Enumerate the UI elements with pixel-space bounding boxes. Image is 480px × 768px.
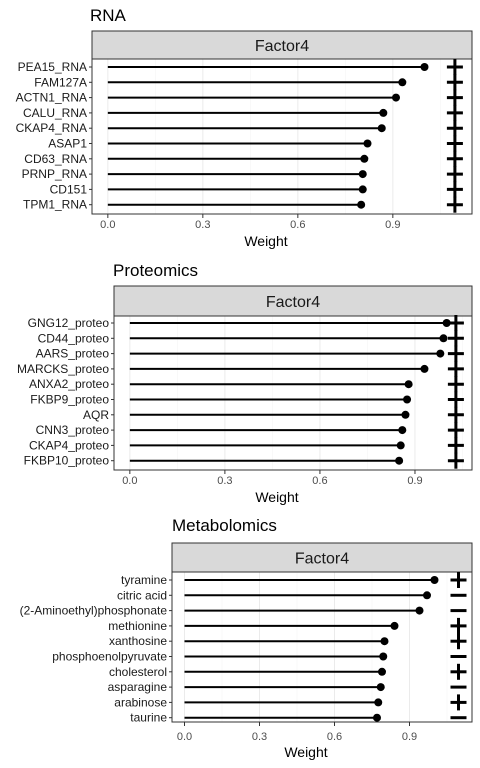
x-tick-label: 0.0 bbox=[122, 475, 137, 487]
y-tick-label: xanthosine bbox=[109, 634, 167, 648]
y-tick-label: ASAP1 bbox=[48, 137, 87, 151]
lollipop-point bbox=[420, 63, 429, 71]
lollipop-point bbox=[420, 364, 429, 373]
lollipop-point bbox=[378, 667, 386, 676]
lollipop-point bbox=[404, 380, 413, 389]
y-tick-label: AARS_proteo bbox=[36, 347, 110, 361]
lollipop-point bbox=[395, 456, 404, 465]
lollipop-point bbox=[436, 349, 445, 358]
plot-area bbox=[114, 316, 472, 470]
lollipop-point bbox=[373, 713, 381, 722]
lollipop-point bbox=[403, 395, 412, 404]
lollipop-point bbox=[392, 93, 400, 102]
lollipop-point bbox=[401, 410, 410, 419]
y-tick-label: CALU_RNA bbox=[23, 106, 87, 120]
lollipop-point bbox=[380, 637, 389, 646]
y-tick-label: GNG12_proteo bbox=[28, 316, 110, 330]
y-tick-label: CKAP4_RNA bbox=[16, 121, 87, 135]
panel-title: Metabolomics bbox=[172, 516, 277, 535]
y-tick-label: cholesterol bbox=[109, 665, 167, 679]
lollipop-point bbox=[363, 139, 372, 148]
y-tick-label: CNN3_proteo bbox=[36, 423, 110, 437]
y-tick-label: phosphoenolpyruvate bbox=[52, 650, 167, 664]
x-axis-label: Weight bbox=[255, 489, 298, 505]
y-tick-label: ANXA2_proteo bbox=[29, 377, 109, 391]
lollipop-point bbox=[357, 200, 366, 209]
facet-strip bbox=[171, 542, 473, 573]
x-tick-label: 0.6 bbox=[290, 219, 305, 231]
y-tick-label: ACTN1_RNA bbox=[16, 91, 87, 105]
lollipop-point bbox=[358, 185, 367, 194]
lollipop-point bbox=[398, 426, 407, 435]
y-tick-label: TPM1_RNA bbox=[23, 198, 87, 212]
lollipop-point bbox=[374, 698, 383, 707]
x-tick-label: 0.0 bbox=[100, 219, 115, 231]
x-tick-label: 0.6 bbox=[327, 731, 342, 743]
lollipop-point bbox=[390, 621, 399, 630]
y-tick-label: PEA15_RNA bbox=[18, 60, 87, 74]
y-tick-label: taurine bbox=[130, 711, 167, 725]
x-tick-label: 0.3 bbox=[217, 475, 232, 487]
y-tick-label: FKBP10_proteo bbox=[24, 454, 110, 468]
y-tick-label: citric acid bbox=[117, 588, 167, 602]
x-tick-label: 0.9 bbox=[407, 475, 422, 487]
y-tick-label: CD63_RNA bbox=[24, 152, 87, 166]
lollipop-point bbox=[358, 170, 367, 179]
lollipop-point bbox=[439, 334, 448, 343]
y-tick-label: PRNP_RNA bbox=[22, 167, 87, 181]
y-tick-label: CKAP4_proteo bbox=[29, 438, 109, 452]
plot-border bbox=[113, 315, 473, 471]
x-tick-label: 0.9 bbox=[402, 731, 417, 743]
lollipop-point bbox=[415, 606, 424, 615]
facet-strip bbox=[91, 30, 473, 60]
x-axis-label: Weight bbox=[244, 233, 287, 249]
y-tick-label: tyramine bbox=[121, 573, 167, 587]
lollipop-point bbox=[377, 124, 386, 133]
y-tick-label: FAM127A bbox=[34, 75, 87, 89]
panel-title: Proteomics bbox=[113, 261, 198, 280]
facet-label: Factor4 bbox=[266, 294, 320, 311]
x-tick-label: 0.9 bbox=[385, 219, 400, 231]
x-tick-label: 0.0 bbox=[177, 731, 192, 743]
lollipop-point bbox=[430, 576, 439, 584]
x-tick-label: 0.3 bbox=[195, 219, 210, 231]
y-tick-label: CD44_proteo bbox=[38, 331, 110, 345]
lollipop-point bbox=[360, 154, 369, 163]
facet-label: Factor4 bbox=[255, 38, 309, 55]
y-tick-label: asparagine bbox=[108, 680, 168, 694]
lollipop-point bbox=[442, 319, 451, 327]
y-tick-label: methionine bbox=[108, 619, 167, 633]
lollipop-point bbox=[396, 441, 405, 450]
y-tick-label: (2-Aminoethyl)phosphonate bbox=[20, 604, 168, 618]
lollipop-point bbox=[379, 652, 388, 661]
y-tick-label: MARCKS_proteo bbox=[17, 362, 109, 376]
plot-border bbox=[91, 58, 473, 215]
lollipop-point bbox=[379, 108, 388, 117]
y-tick-label: AQR bbox=[83, 408, 109, 422]
x-axis-label: Weight bbox=[284, 744, 327, 760]
lollipop-point bbox=[423, 591, 431, 600]
y-tick-label: FKBP9_proteo bbox=[30, 393, 109, 407]
panel-1: Proteomics Factor4 GNG12_proteoCD44_proteo… bbox=[17, 261, 473, 505]
y-tick-label: arabinose bbox=[114, 695, 167, 709]
lollipop-point bbox=[376, 683, 385, 692]
facet-label: Factor4 bbox=[295, 551, 349, 568]
x-tick-label: 0.6 bbox=[312, 475, 327, 487]
lollipop-point bbox=[398, 78, 407, 87]
x-tick-label: 0.3 bbox=[252, 731, 267, 743]
y-tick-label: CD151 bbox=[50, 182, 88, 196]
panel-title: RNA bbox=[90, 6, 127, 25]
plot-border bbox=[171, 571, 473, 723]
